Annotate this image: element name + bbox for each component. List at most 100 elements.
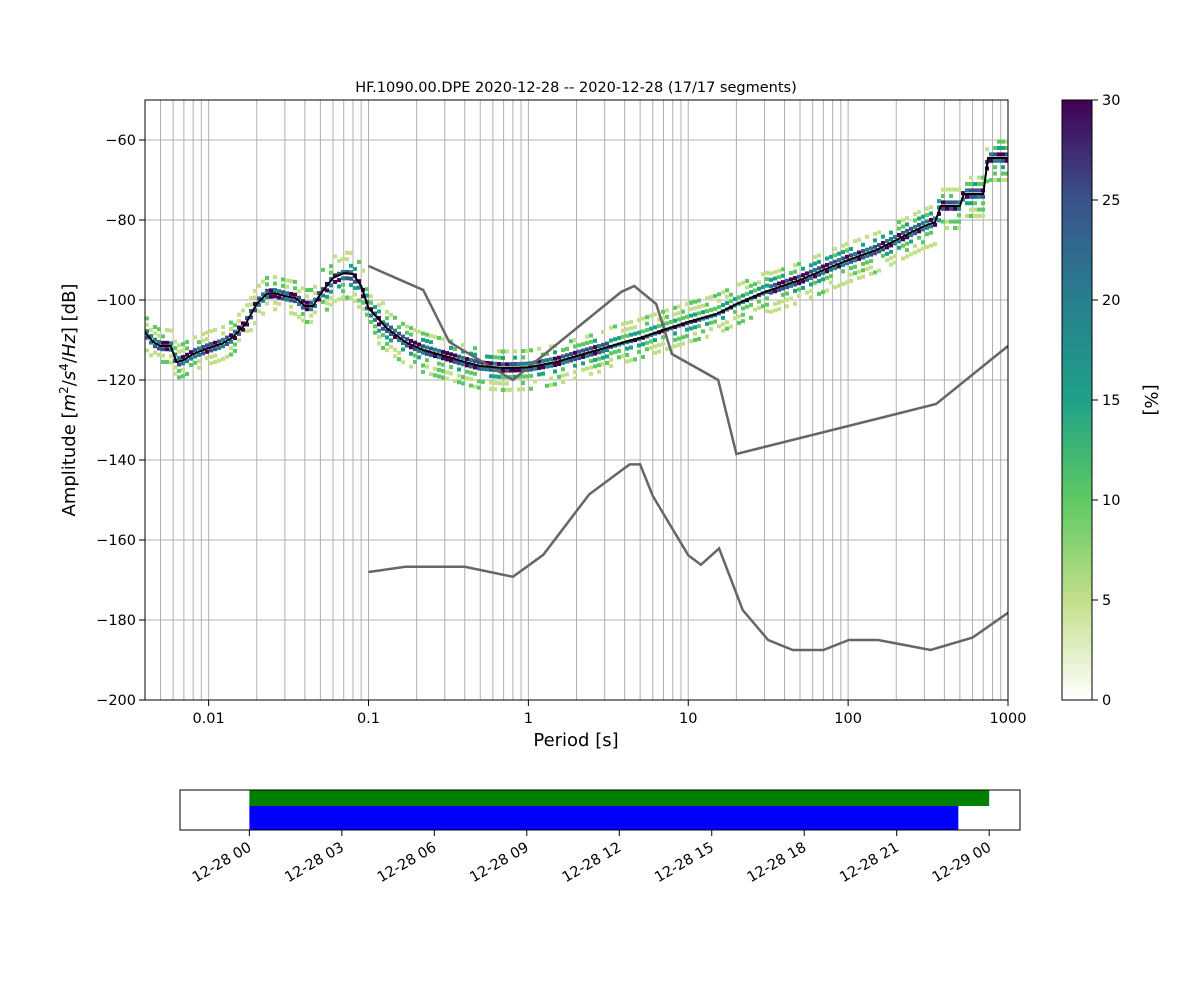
density-cell bbox=[1005, 158, 1008, 163]
density-cell bbox=[453, 379, 457, 384]
density-cell bbox=[865, 260, 869, 265]
density-cell bbox=[205, 337, 209, 342]
density-cell bbox=[525, 361, 529, 366]
density-cell bbox=[237, 312, 241, 317]
density-cell bbox=[697, 304, 701, 309]
low-noise-model-line bbox=[368, 463, 1008, 652]
density-cell bbox=[581, 361, 585, 366]
density-cell bbox=[589, 359, 593, 364]
density-cell bbox=[749, 302, 753, 307]
density-cell bbox=[689, 313, 693, 318]
density-cell bbox=[701, 303, 705, 308]
density-cell bbox=[545, 364, 549, 369]
density-cell bbox=[901, 237, 905, 242]
density-cell bbox=[593, 345, 597, 350]
density-cell bbox=[381, 333, 385, 338]
density-cell bbox=[149, 327, 153, 332]
density-cell bbox=[745, 285, 749, 290]
density-cell bbox=[169, 328, 173, 333]
density-cell bbox=[869, 246, 873, 251]
density-cell bbox=[501, 381, 505, 386]
density-cell bbox=[857, 256, 861, 261]
density-cell bbox=[165, 347, 169, 352]
density-cell bbox=[549, 383, 553, 388]
density-cell bbox=[393, 315, 397, 320]
colorbar-tick-label: 20 bbox=[1102, 293, 1120, 309]
density-cell bbox=[725, 326, 729, 331]
density-cell bbox=[437, 367, 441, 372]
density-cell bbox=[385, 309, 389, 314]
density-cell bbox=[741, 293, 745, 298]
density-cell bbox=[789, 296, 793, 301]
density-cell bbox=[729, 292, 733, 297]
density-cell bbox=[213, 327, 217, 332]
density-cell bbox=[957, 226, 961, 230]
density-cell bbox=[977, 214, 981, 218]
density-cell bbox=[665, 314, 669, 319]
density-cell bbox=[173, 346, 177, 351]
plot-frame bbox=[144, 99, 1009, 701]
density-cell bbox=[885, 258, 889, 263]
density-cell bbox=[429, 372, 433, 377]
density-cell bbox=[881, 234, 885, 239]
density-cell bbox=[597, 350, 601, 355]
density-cell bbox=[761, 304, 765, 309]
density-cell bbox=[313, 304, 317, 309]
density-cell bbox=[397, 325, 401, 330]
density-cell bbox=[289, 311, 293, 316]
density-cell bbox=[405, 330, 409, 335]
density-cell bbox=[709, 320, 713, 325]
density-cell bbox=[517, 361, 521, 366]
density-cell bbox=[305, 294, 309, 299]
density-cell bbox=[1001, 152, 1005, 157]
density-cell bbox=[201, 351, 205, 356]
density-cell bbox=[1001, 146, 1005, 150]
density-cell bbox=[209, 354, 213, 359]
density-cell bbox=[569, 352, 573, 357]
density-cell bbox=[353, 298, 357, 303]
y-axis-label: Amplitude [m2/s4/Hz] [dB] bbox=[57, 284, 80, 517]
density-cell bbox=[333, 254, 337, 259]
density-cell bbox=[245, 328, 249, 333]
y-label-text: Amplitude [ bbox=[59, 411, 80, 516]
density-cell bbox=[445, 370, 449, 375]
density-cell bbox=[585, 341, 589, 346]
density-cell bbox=[973, 201, 977, 206]
density-cell bbox=[173, 365, 177, 370]
density-cell bbox=[829, 254, 833, 259]
density-cell bbox=[929, 224, 933, 229]
density-cell bbox=[941, 200, 945, 205]
density-cell bbox=[393, 354, 397, 359]
density-cell bbox=[913, 244, 917, 249]
colorbar-gradient bbox=[1061, 99, 1093, 701]
density-cell bbox=[865, 234, 869, 239]
density-cell bbox=[721, 322, 725, 327]
density-cell bbox=[209, 348, 213, 353]
density-cell bbox=[685, 314, 689, 319]
density-cell bbox=[689, 307, 693, 312]
density-cell bbox=[693, 338, 697, 343]
density-cell bbox=[561, 373, 565, 378]
density-cell bbox=[489, 367, 493, 372]
density-cell bbox=[793, 288, 797, 293]
colorbar-label: [%] bbox=[1140, 384, 1161, 415]
density-cell bbox=[917, 235, 921, 240]
y-tick-label: −160 bbox=[96, 533, 136, 549]
density-cell bbox=[381, 345, 385, 350]
y-label-math: / bbox=[59, 356, 80, 363]
density-cell bbox=[453, 347, 457, 352]
density-cell bbox=[757, 305, 761, 310]
density-cell bbox=[801, 285, 805, 290]
density-cell bbox=[909, 233, 913, 238]
density-cell bbox=[373, 324, 377, 329]
density-cell bbox=[209, 329, 213, 334]
density-cell bbox=[473, 365, 477, 370]
density-cell bbox=[689, 326, 693, 331]
density-cell bbox=[301, 318, 305, 323]
density-cell bbox=[773, 276, 777, 281]
density-cell bbox=[929, 205, 933, 210]
density-cell bbox=[341, 276, 345, 281]
density-cell bbox=[993, 146, 997, 150]
density-cell bbox=[633, 357, 637, 362]
density-cell bbox=[457, 367, 461, 372]
